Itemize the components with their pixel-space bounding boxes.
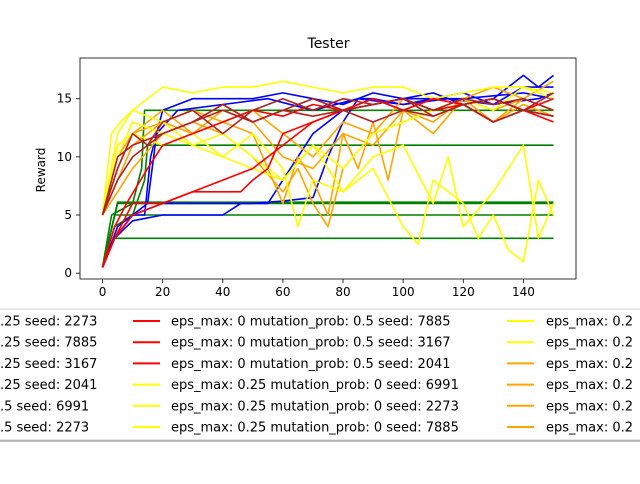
legend-label: eps_max: 0.25 mutation_prob: 0 seed: 699… [171,378,459,393]
x-tick-label: 40 [215,285,230,299]
y-tick-label: 15 [57,92,72,106]
legend-label: .25 seed: 2273 [0,315,97,330]
series-line [101,201,554,268]
legend-label: eps_max: 0.2 [546,399,633,414]
legend-label: eps_max: 0.2 [546,378,633,393]
series-layer [101,74,555,268]
legend-label: eps_max: 0.2 [546,336,633,351]
legend-label: eps_max: 0.2 [546,421,633,436]
y-tick-label: 5 [64,208,72,222]
x-tick-label: 0 [99,285,107,299]
legend: .25 seed: 2273 .25 seed: 7885 .25 seed: 31… [0,308,640,442]
chart-title: Tester [307,36,350,52]
series-line [101,237,554,268]
x-tick-label: 20 [155,285,170,299]
series-line [101,109,554,268]
x-tick-label: 140 [512,285,535,299]
series-line [101,97,554,268]
x-tick-label: 100 [392,285,415,299]
legend-label: .25 seed: 7885 [0,336,97,351]
y-tick-label: 0 [64,266,72,280]
x-tick-label: 120 [452,285,475,299]
legend-label: eps_max: 0.25 mutation_prob: 0 seed: 788… [171,421,459,436]
y-tick-label: 10 [57,150,72,164]
x-tick-label: 60 [275,285,290,299]
series-line [101,86,554,268]
series-line [101,144,554,268]
series-line [101,132,555,240]
series-line [101,103,554,216]
series-line [101,92,554,216]
axes-layer: 0 20 40 60 80 100 120 140 0 5 10 15 [57,92,535,299]
legend-label: .25 seed: 3167 [0,357,97,372]
series-line [101,121,555,263]
series-line [101,214,554,268]
legend-label: eps_max: 0 mutation_prob: 0.5 seed: 2041 [171,357,451,372]
y-axis-label: Reward [34,148,48,193]
series-line [101,97,554,268]
plot-area-frame [79,57,577,280]
legend-label: eps_max: 0 mutation_prob: 0.5 seed: 7885 [171,315,451,330]
legend-label: .5 seed: 6991 [0,399,89,414]
legend-label: .25 seed: 2041 [0,378,97,393]
legend-label: eps_max: 0.25 mutation_prob: 0 seed: 227… [171,399,459,414]
legend-label: .5 seed: 2273 [0,421,89,436]
legend-box [0,308,640,441]
legend-label: eps_max: 0.2 [546,357,633,372]
x-tick-label: 80 [335,285,350,299]
legend-label: eps_max: 0 mutation_prob: 0.5 seed: 3167 [171,336,451,351]
series-line [101,97,554,268]
legend-label: eps_max: 0.2 [546,315,633,330]
